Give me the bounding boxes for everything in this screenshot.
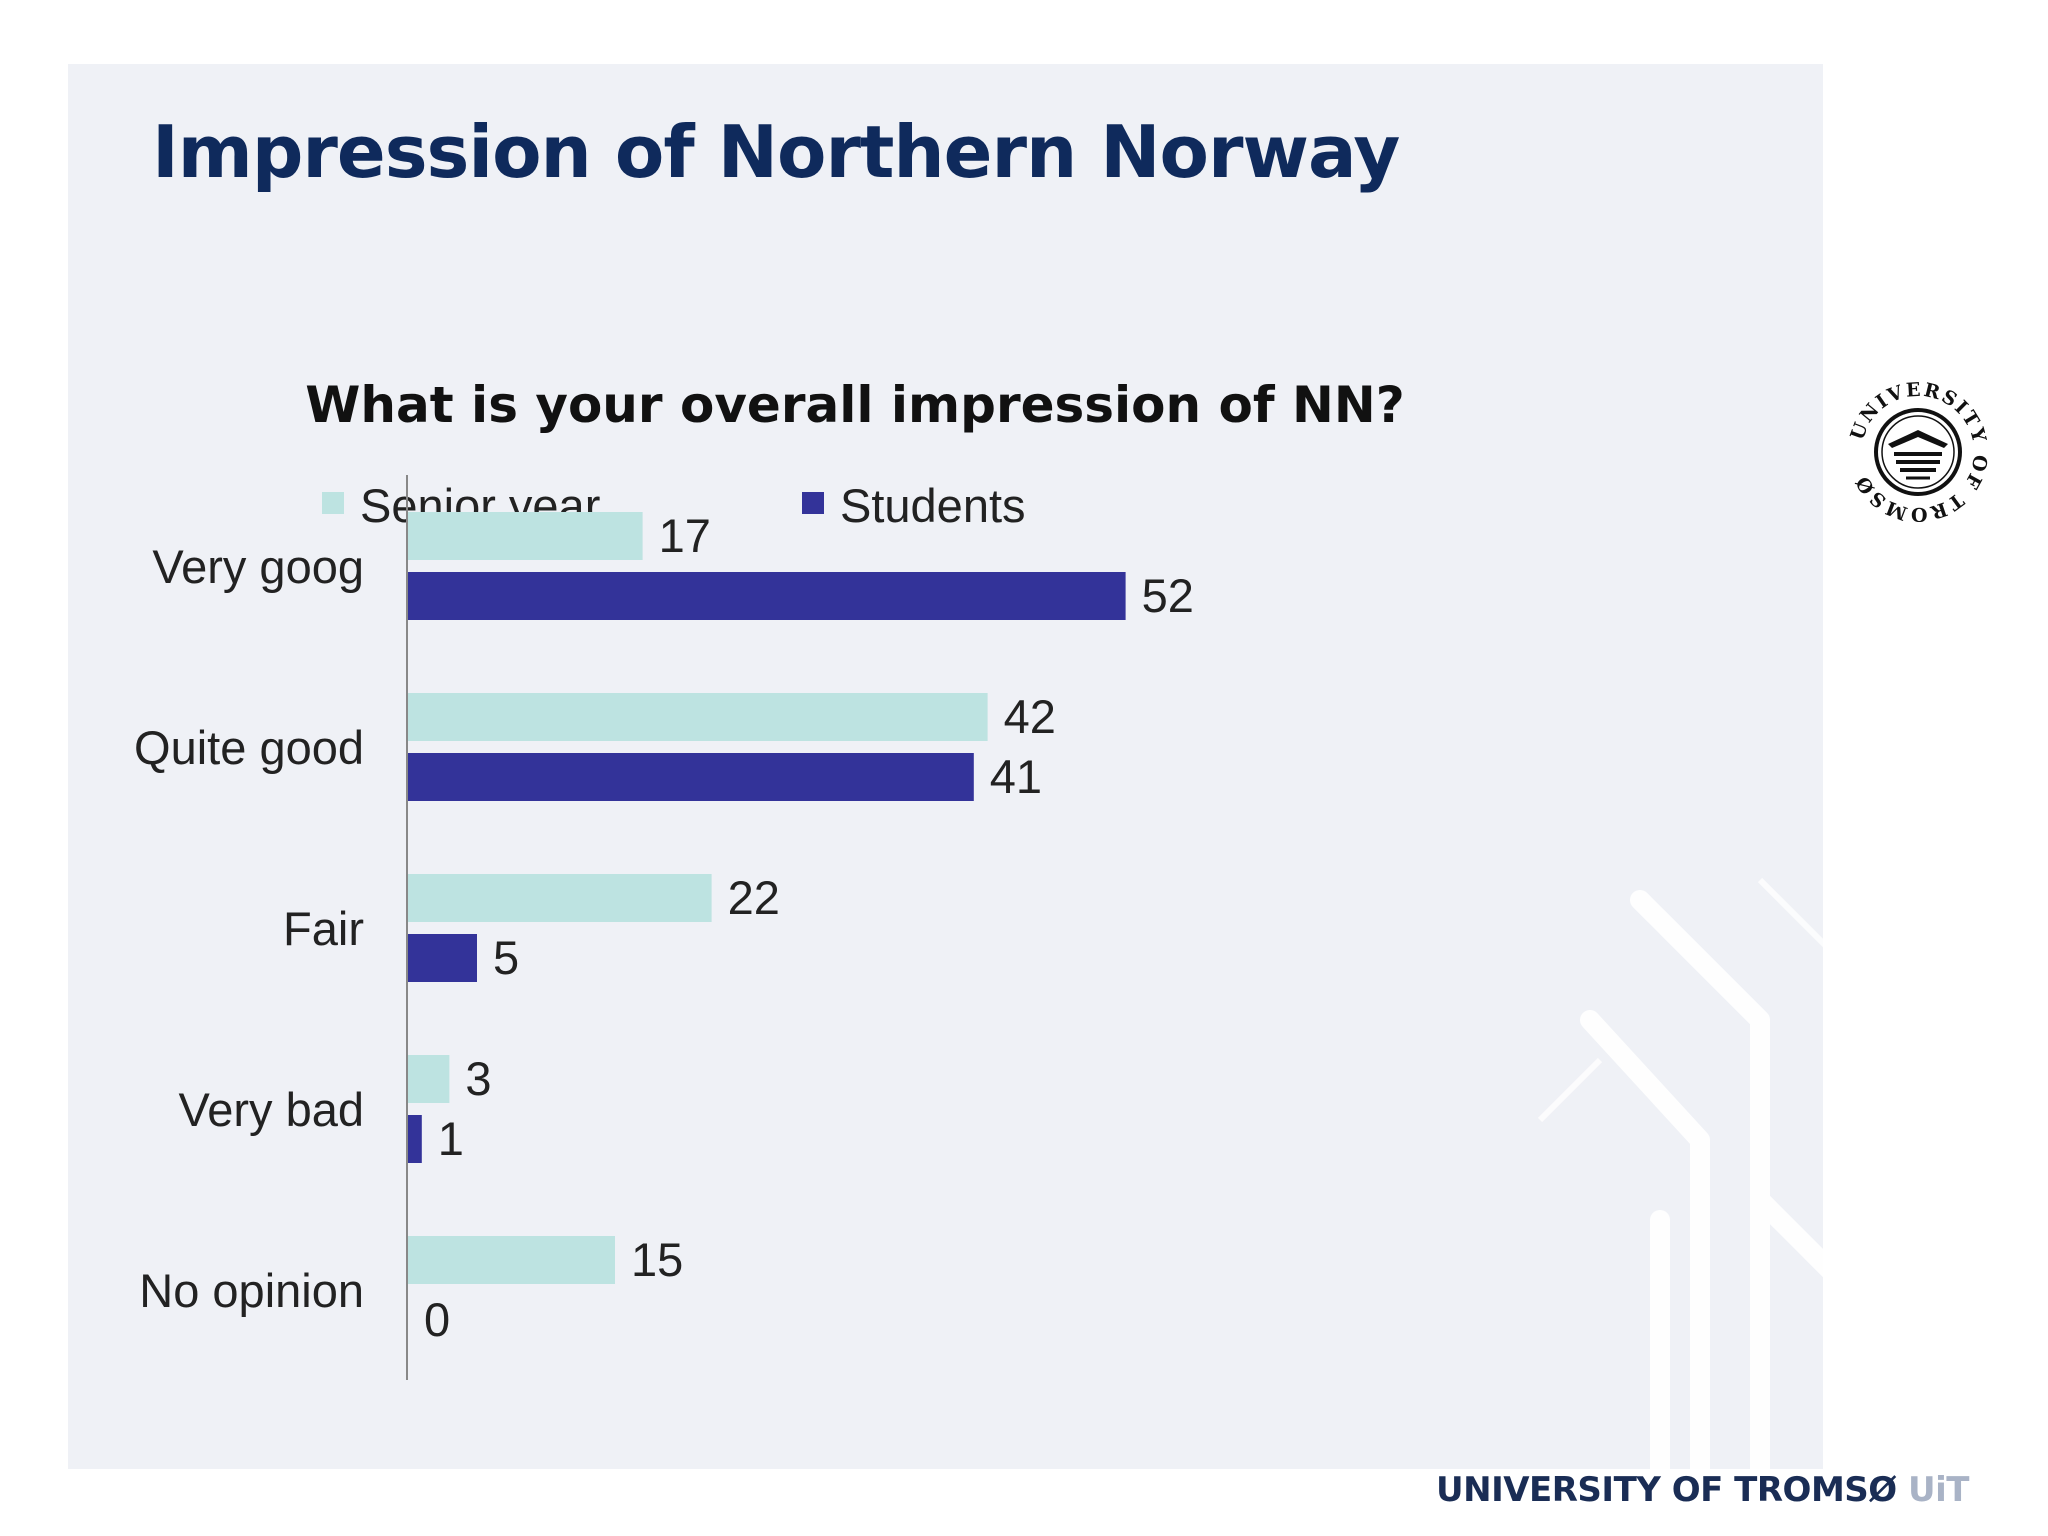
chart-title: What is your overall impression of NN? [305, 376, 1404, 434]
data-label-students-2: 5 [493, 931, 519, 984]
category-label: Quite good [134, 721, 364, 774]
bar-students-0 [408, 572, 1126, 620]
bar-senior-year-0 [408, 512, 643, 560]
category-label: No opinion [139, 1264, 364, 1317]
bar-group [408, 512, 1126, 1284]
bar-senior-year-2 [408, 874, 712, 922]
data-label-senior-year-0: 17 [659, 509, 711, 562]
bar-students-1 [408, 753, 974, 801]
category-label: Very bad [178, 1083, 364, 1136]
category-label: Very goog [152, 540, 364, 593]
legend-swatch-students [802, 492, 824, 514]
category-label: Fair [283, 902, 364, 955]
data-label-senior-year-2: 22 [728, 871, 780, 924]
bar-senior-year-1 [408, 693, 988, 741]
data-label-group: 17 52 42 41 22 5 31 15 0 [424, 509, 1194, 1346]
data-label-senior-year-3: 3 [465, 1052, 491, 1105]
bar-senior-year-4 [408, 1236, 615, 1284]
footer-uit: UiT [1908, 1470, 1969, 1510]
bar-senior-year-3 [408, 1055, 450, 1103]
category-axis-labels: Very goog Quite good Fair Very bad No op… [134, 540, 364, 1317]
data-label-students-1: 41 [990, 750, 1042, 803]
footer-university-name: UNIVERSITY OF TROMSØ [1436, 1470, 1897, 1510]
bar-students-2 [408, 934, 477, 982]
university-seal-icon: UNIVERSITY OF TROMSØ [1848, 382, 1988, 522]
data-label-students-4: 0 [424, 1293, 450, 1346]
data-label-senior-year-1: 42 [1004, 690, 1056, 743]
slide-title: Impression of Northern Norway [152, 110, 1400, 194]
legend-swatch-senior-year [322, 492, 344, 514]
data-label-students-3: 1 [438, 1112, 464, 1165]
footer-university-logo: UNIVERSITY OF TROMSØ UiT [1436, 1470, 1969, 1510]
data-label-senior-year-4: 15 [631, 1233, 683, 1286]
legend-label-students: Students [840, 479, 1026, 532]
bar-students-3 [408, 1115, 422, 1163]
data-label-students-0: 52 [1142, 569, 1194, 622]
